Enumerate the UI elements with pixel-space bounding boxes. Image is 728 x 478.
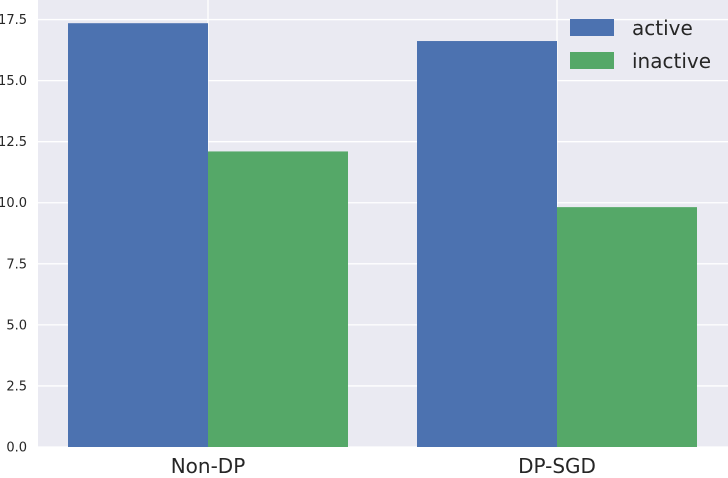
legend-label-active: active [632, 16, 693, 40]
y-tick-labels: 0.0 2.5 5.0 7.5 10.0 12.5 15.0 17.5 [0, 13, 27, 455]
x-tick-label: DP-SGD [518, 454, 596, 478]
bar-inactive-non-dp [208, 151, 348, 447]
y-tick-label: 2.5 [6, 379, 27, 394]
bar-inactive-dp-sgd [557, 207, 697, 447]
legend-swatch-active [570, 19, 614, 36]
y-tick-label: 7.5 [6, 257, 27, 272]
legend-swatch-inactive [570, 52, 614, 69]
y-tick-label: 10.0 [0, 196, 27, 211]
legend: active inactive [570, 16, 711, 73]
bars [68, 23, 697, 447]
y-tick-label: 0.0 [6, 441, 27, 456]
y-tick-label: 5.0 [6, 318, 27, 333]
x-tick-labels: Non-DP DP-SGD [171, 454, 596, 478]
bar-active-non-dp [68, 23, 208, 447]
x-tick-label: Non-DP [171, 454, 246, 478]
legend-label-inactive: inactive [632, 49, 711, 73]
y-tick-label: 17.5 [0, 13, 27, 28]
y-tick-label: 15.0 [0, 74, 27, 89]
bar-active-dp-sgd [417, 41, 557, 447]
y-tick-label: 12.5 [0, 135, 27, 150]
